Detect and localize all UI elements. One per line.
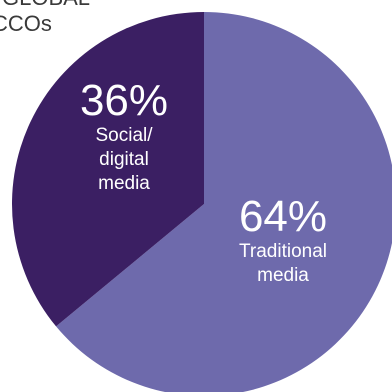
slice-caption-social-line-3: media xyxy=(98,173,150,194)
slice-caption-social-line-2: digital xyxy=(99,149,149,170)
pie-slice-social-digital xyxy=(11,12,204,327)
slice-label-traditional: 64% Traditional media xyxy=(239,194,327,288)
slice-caption-traditional-line-1: Traditional xyxy=(238,241,328,262)
slice-caption-traditional-line-2: media xyxy=(257,265,309,286)
header-line-1: GLOBAL xyxy=(2,0,90,10)
header-line-2: CCOs xyxy=(0,11,52,36)
slice-percent-social-digital: 36% xyxy=(79,76,169,125)
pie-slice-traditional xyxy=(56,12,392,392)
slice-caption-social-line-1: Social/ xyxy=(95,125,153,146)
slice-label-social-digital: 36% Social/ digital media xyxy=(80,78,168,196)
slice-percent-traditional: 64% xyxy=(238,192,328,241)
